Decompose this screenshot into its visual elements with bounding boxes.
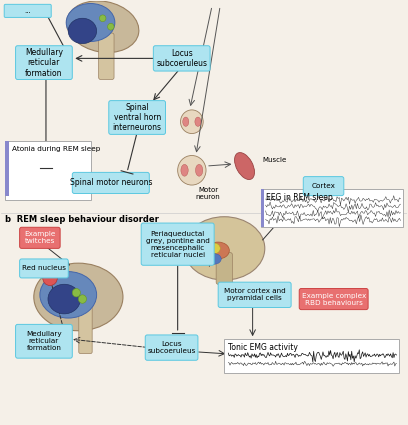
Ellipse shape	[235, 153, 255, 179]
FancyBboxPatch shape	[303, 177, 344, 196]
Ellipse shape	[195, 117, 201, 126]
Circle shape	[43, 270, 57, 286]
Text: Example complex
RBD behaviours: Example complex RBD behaviours	[302, 292, 366, 306]
Text: Periaqueductal
grey, pontine and
mesencephalic
reticular nuclei: Periaqueductal grey, pontine and mesence…	[146, 231, 210, 258]
FancyBboxPatch shape	[141, 223, 214, 265]
Text: Motor cortex and
pyramidal cells: Motor cortex and pyramidal cells	[224, 288, 286, 301]
FancyBboxPatch shape	[72, 173, 149, 193]
Ellipse shape	[68, 18, 97, 44]
Text: Cortex: Cortex	[312, 183, 335, 189]
FancyBboxPatch shape	[20, 227, 60, 248]
FancyBboxPatch shape	[99, 33, 114, 79]
Ellipse shape	[195, 164, 203, 176]
Circle shape	[180, 110, 203, 133]
Ellipse shape	[40, 272, 97, 318]
Ellipse shape	[67, 1, 139, 53]
FancyBboxPatch shape	[79, 302, 92, 354]
Text: Muscle: Muscle	[263, 157, 287, 163]
Circle shape	[72, 289, 80, 297]
Ellipse shape	[183, 117, 189, 126]
Text: Locus
subcoeruleus: Locus subcoeruleus	[156, 49, 207, 68]
Ellipse shape	[208, 243, 220, 254]
FancyBboxPatch shape	[153, 46, 210, 71]
FancyBboxPatch shape	[16, 46, 72, 79]
FancyBboxPatch shape	[20, 259, 68, 278]
Text: Motor
neuron: Motor neuron	[196, 187, 220, 200]
Ellipse shape	[207, 242, 229, 259]
Text: Spinal
ventral horn
interneurons: Spinal ventral horn interneurons	[113, 102, 162, 133]
Bar	[224, 339, 399, 373]
Ellipse shape	[181, 164, 188, 176]
Ellipse shape	[207, 254, 221, 264]
Ellipse shape	[34, 263, 123, 331]
FancyBboxPatch shape	[109, 101, 166, 134]
Circle shape	[177, 156, 206, 185]
FancyBboxPatch shape	[218, 282, 291, 308]
Text: EEG in REM sleep: EEG in REM sleep	[266, 193, 333, 201]
Text: Medullary
reticular
formation: Medullary reticular formation	[25, 48, 63, 77]
Text: ...: ...	[24, 8, 31, 14]
Ellipse shape	[48, 284, 80, 314]
Bar	[5, 141, 9, 196]
FancyBboxPatch shape	[216, 252, 233, 284]
Circle shape	[78, 295, 86, 303]
Text: Medullary
reticular
formation: Medullary reticular formation	[26, 331, 62, 351]
Text: Atonia during REM sleep: Atonia during REM sleep	[11, 146, 100, 152]
Text: Red nucleus: Red nucleus	[22, 266, 66, 272]
Ellipse shape	[184, 217, 265, 280]
Text: Locus
subcoeruleus: Locus subcoeruleus	[147, 341, 196, 354]
Bar	[261, 189, 264, 227]
FancyBboxPatch shape	[4, 4, 51, 17]
Bar	[5, 141, 91, 200]
FancyBboxPatch shape	[16, 324, 72, 358]
Text: Spinal motor neurons: Spinal motor neurons	[69, 178, 152, 187]
FancyBboxPatch shape	[145, 335, 198, 360]
FancyBboxPatch shape	[299, 289, 368, 309]
Circle shape	[100, 15, 106, 22]
Text: b  REM sleep behaviour disorder: b REM sleep behaviour disorder	[5, 215, 159, 224]
Text: a: a	[5, 6, 13, 16]
Bar	[261, 189, 403, 227]
Circle shape	[108, 23, 114, 30]
Ellipse shape	[66, 3, 115, 42]
Text: Example
twitches: Example twitches	[24, 231, 55, 244]
Text: Tonic EMG activity: Tonic EMG activity	[228, 343, 298, 351]
